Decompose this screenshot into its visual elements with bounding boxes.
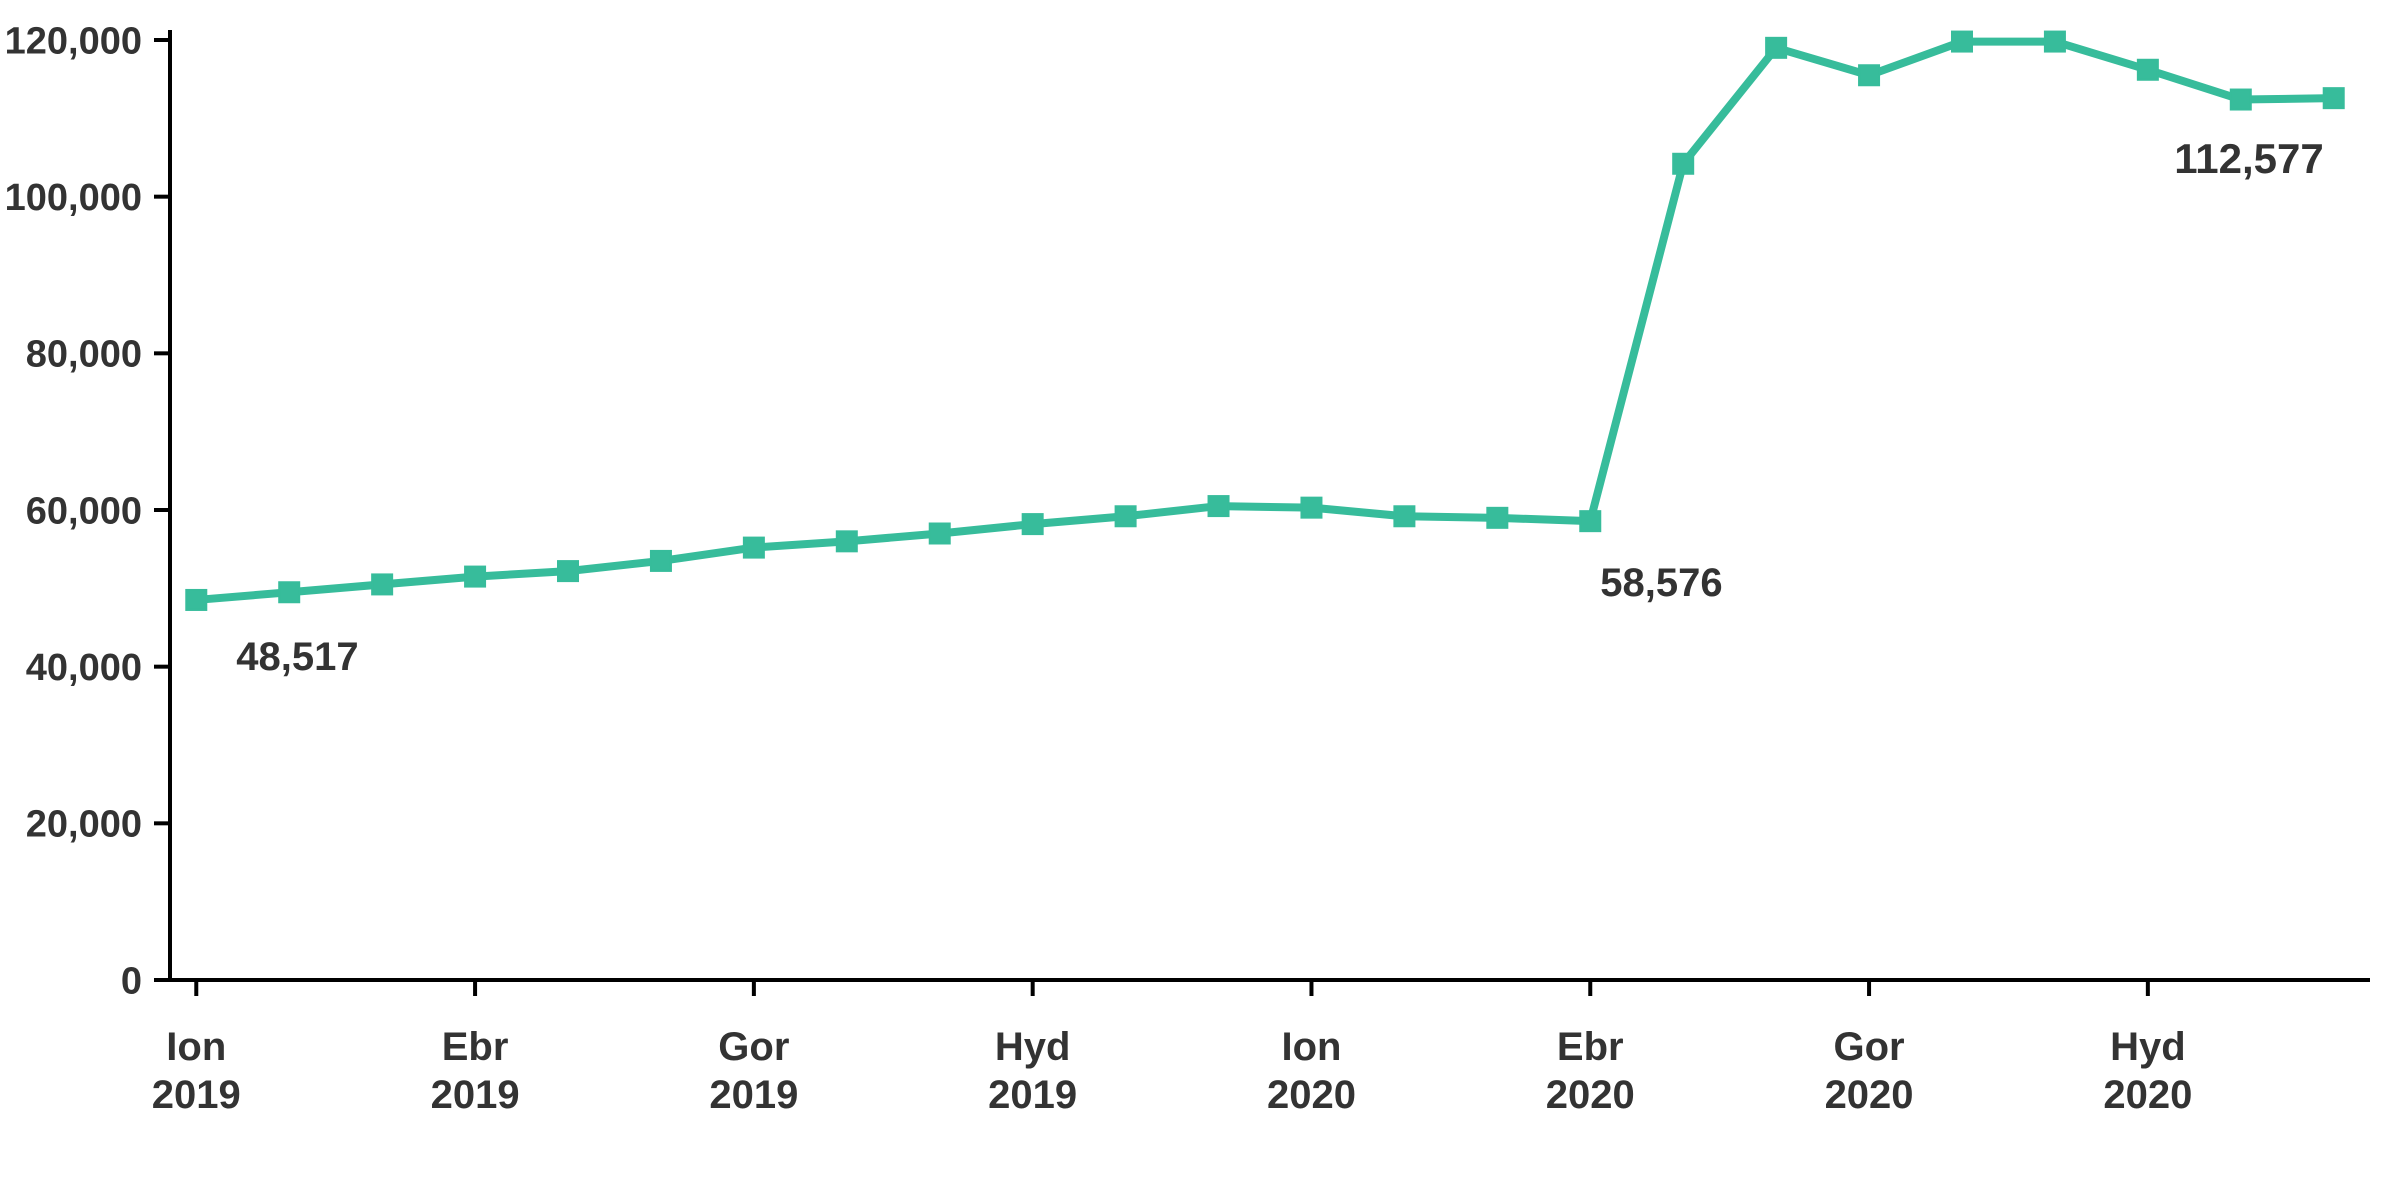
annotations: 48,517 58,576 112,577 <box>236 135 2323 679</box>
y-tick-label: 100,000 <box>5 177 142 219</box>
series-marker <box>372 574 392 594</box>
data-annotation: 112,577 <box>2174 135 2324 182</box>
series-marker <box>1580 511 1600 531</box>
x-tick-label-line1: Ebr <box>442 1025 509 1069</box>
line-chart: 020,00040,00060,00080,000100,000120,000 … <box>0 0 2400 1200</box>
series-line <box>196 42 2333 600</box>
x-tick-label-line1: Ion <box>166 1025 226 1069</box>
x-tick-label-line1: Hyd <box>995 1025 1071 1069</box>
data-annotation: 58,576 <box>1600 561 1722 605</box>
series-marker <box>744 538 764 558</box>
series-marker <box>2324 88 2344 108</box>
x-tick-label-line1: Gor <box>718 1025 789 1069</box>
x-tick-label-line2: 2020 <box>1825 1073 1914 1117</box>
series-marker <box>1116 506 1136 526</box>
y-tick-label: 80,000 <box>26 334 142 376</box>
series <box>186 32 2343 610</box>
series-marker <box>1859 65 1879 85</box>
y-tick-label: 20,000 <box>26 804 142 846</box>
series-marker <box>558 561 578 581</box>
series-marker <box>186 590 206 610</box>
series-marker <box>1394 506 1414 526</box>
series-marker <box>2231 90 2251 110</box>
x-tick-label-line2: 2019 <box>988 1073 1077 1117</box>
x-tick-label-line2: 2020 <box>1546 1073 1635 1117</box>
series-marker <box>1487 508 1507 528</box>
x-tick-label-line1: Ebr <box>1557 1025 1624 1069</box>
y-tick-label: 0 <box>121 960 142 1002</box>
series-marker <box>837 531 857 551</box>
series-marker <box>1673 154 1693 174</box>
x-tick-label-line2: 2020 <box>2103 1073 2192 1117</box>
series-marker <box>2045 32 2065 52</box>
y-axis-ticks: 0 20,000 40,000 60,000 80,000 100,000 120,000 <box>5 20 170 1002</box>
x-tick-label-line1: Gor <box>1833 1025 1904 1069</box>
series-marker <box>279 582 299 602</box>
series-marker <box>651 551 671 571</box>
series-marker <box>1209 496 1229 516</box>
x-tick-label-line2: 2019 <box>152 1073 241 1117</box>
series-marker <box>1766 38 1786 58</box>
y-tick-label: 40,000 <box>26 647 142 689</box>
series-marker <box>930 524 950 544</box>
y-tick-label: 120,000 <box>5 20 142 62</box>
x-tick-label-line2: 2019 <box>431 1073 520 1117</box>
series-marker <box>1023 514 1043 534</box>
series-marker <box>465 567 485 587</box>
chart-container: 020,00040,00060,00080,000100,000120,000 … <box>0 0 2400 1200</box>
x-tick-label-line2: 2020 <box>1267 1073 1356 1117</box>
series-marker <box>1952 32 1972 52</box>
y-tick-label: 60,000 <box>26 490 142 532</box>
series-marker <box>2138 60 2158 80</box>
x-tick-label-line1: Ion <box>1281 1025 1341 1069</box>
x-tick-label-line1: Hyd <box>2110 1025 2186 1069</box>
x-axis-ticks: Ion2019Ebr2019Gor2019Hyd2019Ion2020Ebr20… <box>152 980 2193 1117</box>
series-marker <box>1301 498 1321 518</box>
x-tick-label-line2: 2019 <box>709 1073 798 1117</box>
data-annotation: 48,517 <box>236 635 358 679</box>
